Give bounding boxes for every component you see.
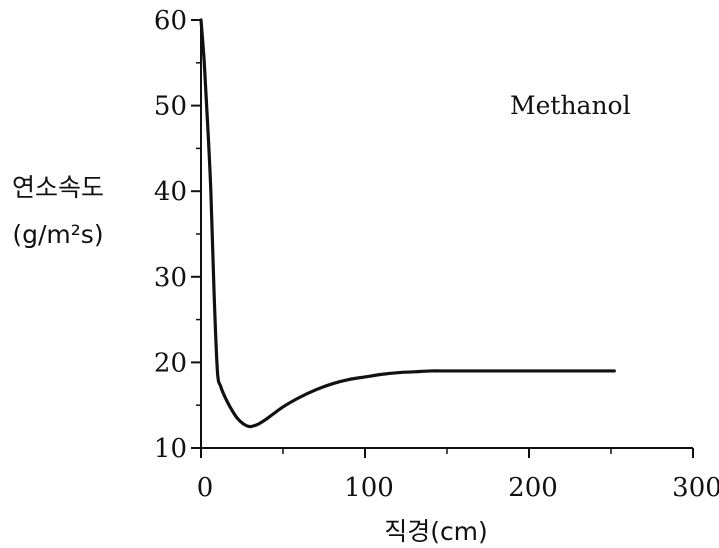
- y-tick-label: 20: [154, 348, 187, 378]
- y-tick-label: 30: [154, 263, 187, 293]
- series-layer: [199, 18, 616, 429]
- y-tick-label: 50: [154, 92, 187, 122]
- y-axis: 10 20 30 40 50 60: [154, 6, 201, 464]
- x-tick-label: 100: [344, 473, 394, 503]
- x-tick-label: 300: [672, 473, 719, 503]
- x-tick-label: 0: [197, 473, 214, 503]
- x-tick-label: 200: [508, 473, 558, 503]
- y-tick-label: 60: [154, 6, 187, 36]
- plot-frame: [200, 20, 693, 449]
- x-axis: 0 100 200 300: [197, 448, 719, 503]
- annotation-methanol: Methanol: [510, 91, 631, 120]
- y-tick-label: 40: [154, 177, 187, 207]
- series-line-0: [199, 18, 616, 429]
- x-axis-title: 직경(cm): [384, 517, 488, 546]
- y-tick-label: 10: [154, 434, 187, 464]
- y-axis-title-line1: 연소속도: [12, 173, 104, 202]
- y-axis-title-line2: (g/m²s): [12, 220, 103, 249]
